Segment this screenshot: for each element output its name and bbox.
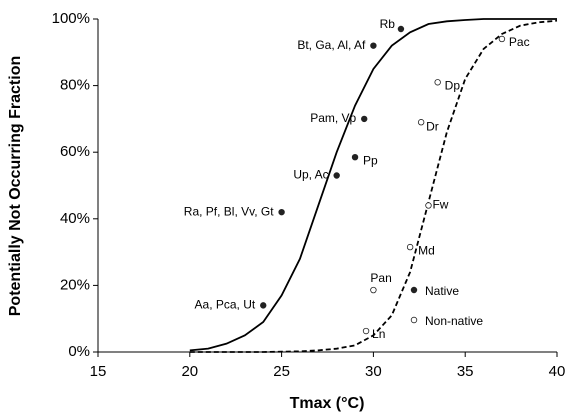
data-point	[406, 243, 414, 251]
point-label: Dr	[426, 119, 439, 133]
point-label: Pac	[509, 35, 530, 49]
data-point	[362, 327, 370, 335]
point-label: Rb	[380, 17, 396, 31]
curve	[189, 18, 557, 352]
legend-marker	[410, 286, 418, 294]
legend-label: Native	[425, 284, 459, 298]
point-label: Ra, Pf, Bl, Vv, Gt	[184, 204, 274, 218]
data-point	[434, 79, 441, 86]
data-point	[361, 115, 368, 123]
y-tick-label: 80%	[60, 77, 90, 94]
data-point	[278, 208, 285, 216]
y-tick-label: 60%	[60, 143, 90, 160]
curve	[189, 19, 558, 353]
x-tick-label: 35	[457, 363, 474, 380]
data-point	[498, 35, 506, 43]
data-point	[370, 42, 377, 49]
point-label: Bt, Ga, Al, Af	[297, 38, 366, 52]
x-tick-label: 25	[273, 363, 290, 380]
point-label: Pp	[363, 153, 378, 167]
point-label: Fw	[432, 198, 448, 212]
point-label: Pam, Vp	[310, 111, 356, 125]
data-point	[417, 119, 425, 126]
y-tick-label: 40%	[60, 210, 90, 227]
x-tick-label: 40	[549, 363, 566, 380]
x-tick-label: 20	[181, 363, 198, 380]
data-point	[397, 25, 405, 33]
y-tick-label: 20%	[60, 276, 90, 293]
y-axis-title: Potentially Not Occurring Fraction	[7, 56, 24, 316]
point-label: Aa, Pca, Ut	[195, 298, 256, 312]
legend-marker	[410, 316, 418, 324]
data-point	[425, 202, 432, 209]
point-label: Ln	[372, 327, 385, 341]
point-label: Up, Ac	[293, 168, 328, 182]
y-tick-label: 0%	[68, 343, 90, 360]
x-tick-label: 30	[365, 363, 382, 380]
point-label: Pan	[370, 271, 391, 285]
data-point	[351, 153, 359, 161]
point-label: Dp	[445, 78, 461, 92]
data-point	[370, 286, 377, 294]
legend-label: Non-native	[425, 314, 483, 328]
x-tick-label: 15	[90, 363, 107, 380]
x-axis-title: Tmax (°C)	[290, 395, 365, 412]
y-tick-label: 100%	[52, 10, 90, 27]
data-point	[260, 302, 267, 309]
point-label: Md	[418, 243, 435, 257]
data-point	[333, 172, 340, 179]
